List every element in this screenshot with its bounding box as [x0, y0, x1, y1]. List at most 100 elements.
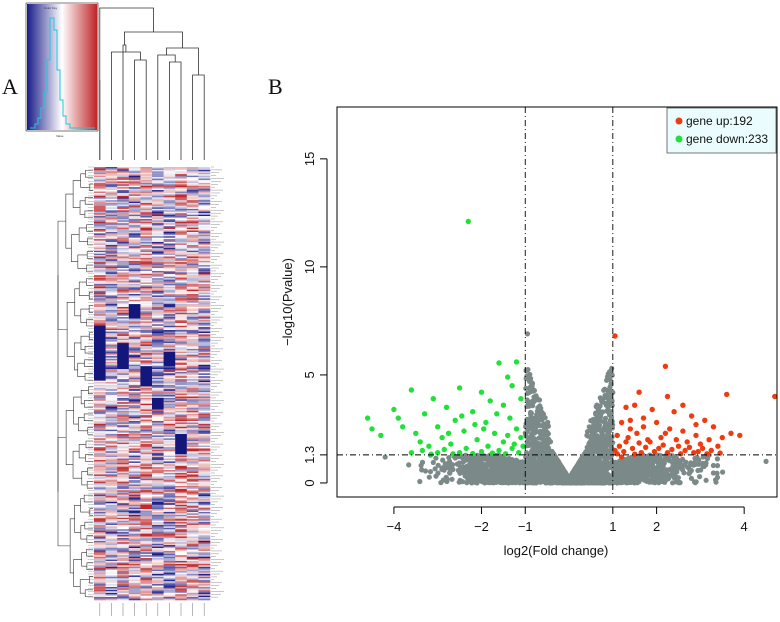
- point-ns: [594, 427, 600, 433]
- point-up: [772, 393, 778, 400]
- point-ns: [547, 467, 553, 474]
- point-ns: [696, 461, 702, 467]
- point-ns: [519, 462, 525, 468]
- point-ns: [535, 406, 541, 413]
- point-ns: [382, 454, 388, 460]
- point-ns: [670, 460, 676, 466]
- point-ns: [670, 468, 677, 474]
- point-up: [684, 439, 690, 445]
- point-ns: [543, 426, 549, 432]
- point-ns: [556, 463, 563, 469]
- point-ns: [526, 458, 532, 464]
- legend-label-down: gene down:233: [686, 132, 768, 146]
- point-ns: [529, 435, 535, 441]
- point-ns: [544, 437, 550, 443]
- point-ns: [432, 466, 438, 472]
- point-ns: [438, 480, 444, 486]
- point-ns: [680, 462, 687, 468]
- point-ns: [406, 462, 412, 468]
- x-tick-label: 4: [741, 519, 748, 534]
- point-up: [651, 448, 658, 455]
- point-down: [478, 389, 485, 395]
- point-up: [618, 419, 625, 426]
- point-down: [500, 439, 507, 445]
- point-ns: [523, 433, 529, 439]
- point-up: [653, 419, 660, 426]
- point-ns: [670, 480, 676, 486]
- point-ns: [582, 463, 588, 469]
- point-ns: [442, 461, 448, 467]
- point-ns: [556, 480, 562, 486]
- point-ns: [541, 421, 547, 427]
- point-ns: [604, 464, 610, 470]
- point-ns: [613, 464, 620, 470]
- point-up: [643, 444, 649, 450]
- point-ns: [714, 456, 721, 462]
- point-down: [487, 398, 493, 404]
- point-ns: [481, 461, 487, 467]
- point-ns: [603, 420, 610, 427]
- y-tick-label: 5: [302, 371, 317, 378]
- point-ns: [634, 480, 641, 486]
- point-down: [509, 383, 515, 389]
- point-up: [656, 445, 662, 452]
- y-tick-label: 15: [302, 152, 317, 166]
- point-up: [621, 448, 627, 455]
- point-ns: [458, 464, 464, 470]
- point-ns: [457, 470, 463, 476]
- point-down: [443, 404, 450, 410]
- legend-label-up: gene up:192: [686, 114, 753, 128]
- point-ns: [509, 480, 515, 486]
- point-down: [505, 374, 511, 380]
- point-ns: [686, 470, 692, 477]
- point-ns: [541, 442, 548, 448]
- y-axis-title: −log10(Pvalue): [280, 258, 295, 346]
- point-up: [715, 443, 721, 449]
- point-up: [614, 432, 620, 439]
- point-ns: [677, 480, 683, 486]
- point-ns: [491, 464, 497, 470]
- point-down: [520, 443, 526, 449]
- point-ns: [577, 466, 584, 473]
- point-up: [737, 432, 743, 439]
- point-ns: [599, 434, 605, 440]
- point-ns: [579, 480, 585, 486]
- point-ns: [523, 385, 529, 391]
- point-ns: [677, 465, 683, 471]
- point-down: [461, 428, 467, 434]
- point-down: [491, 430, 498, 436]
- point-ns: [636, 474, 643, 480]
- point-ns: [603, 474, 609, 480]
- point-ns: [430, 459, 436, 466]
- point-ns: [648, 460, 655, 466]
- point-down: [513, 359, 520, 365]
- point-up: [662, 430, 669, 436]
- point-down: [445, 430, 452, 436]
- point-up: [664, 393, 671, 400]
- point-ns: [514, 459, 520, 465]
- point-ns: [597, 411, 603, 417]
- point-up: [686, 444, 693, 450]
- point-ns: [606, 428, 613, 434]
- point-ns: [497, 479, 503, 485]
- point-up: [649, 406, 655, 413]
- point-ns: [661, 476, 668, 482]
- point-up: [664, 450, 671, 456]
- point-ns: [433, 455, 439, 461]
- point-ns: [600, 480, 606, 486]
- point-ns: [550, 472, 556, 478]
- point-up: [724, 391, 730, 398]
- point-ns: [476, 474, 482, 480]
- legend: gene up:192 gene down:233: [666, 107, 777, 154]
- point-ns: [527, 385, 533, 391]
- point-ns: [656, 464, 662, 470]
- point-down: [507, 415, 513, 421]
- point-ns: [675, 475, 682, 481]
- point-up: [662, 363, 669, 369]
- point-ns: [607, 369, 613, 375]
- point-ns: [530, 478, 536, 484]
- point-ns: [588, 463, 594, 469]
- point-up: [667, 426, 673, 432]
- point-ns: [616, 470, 623, 476]
